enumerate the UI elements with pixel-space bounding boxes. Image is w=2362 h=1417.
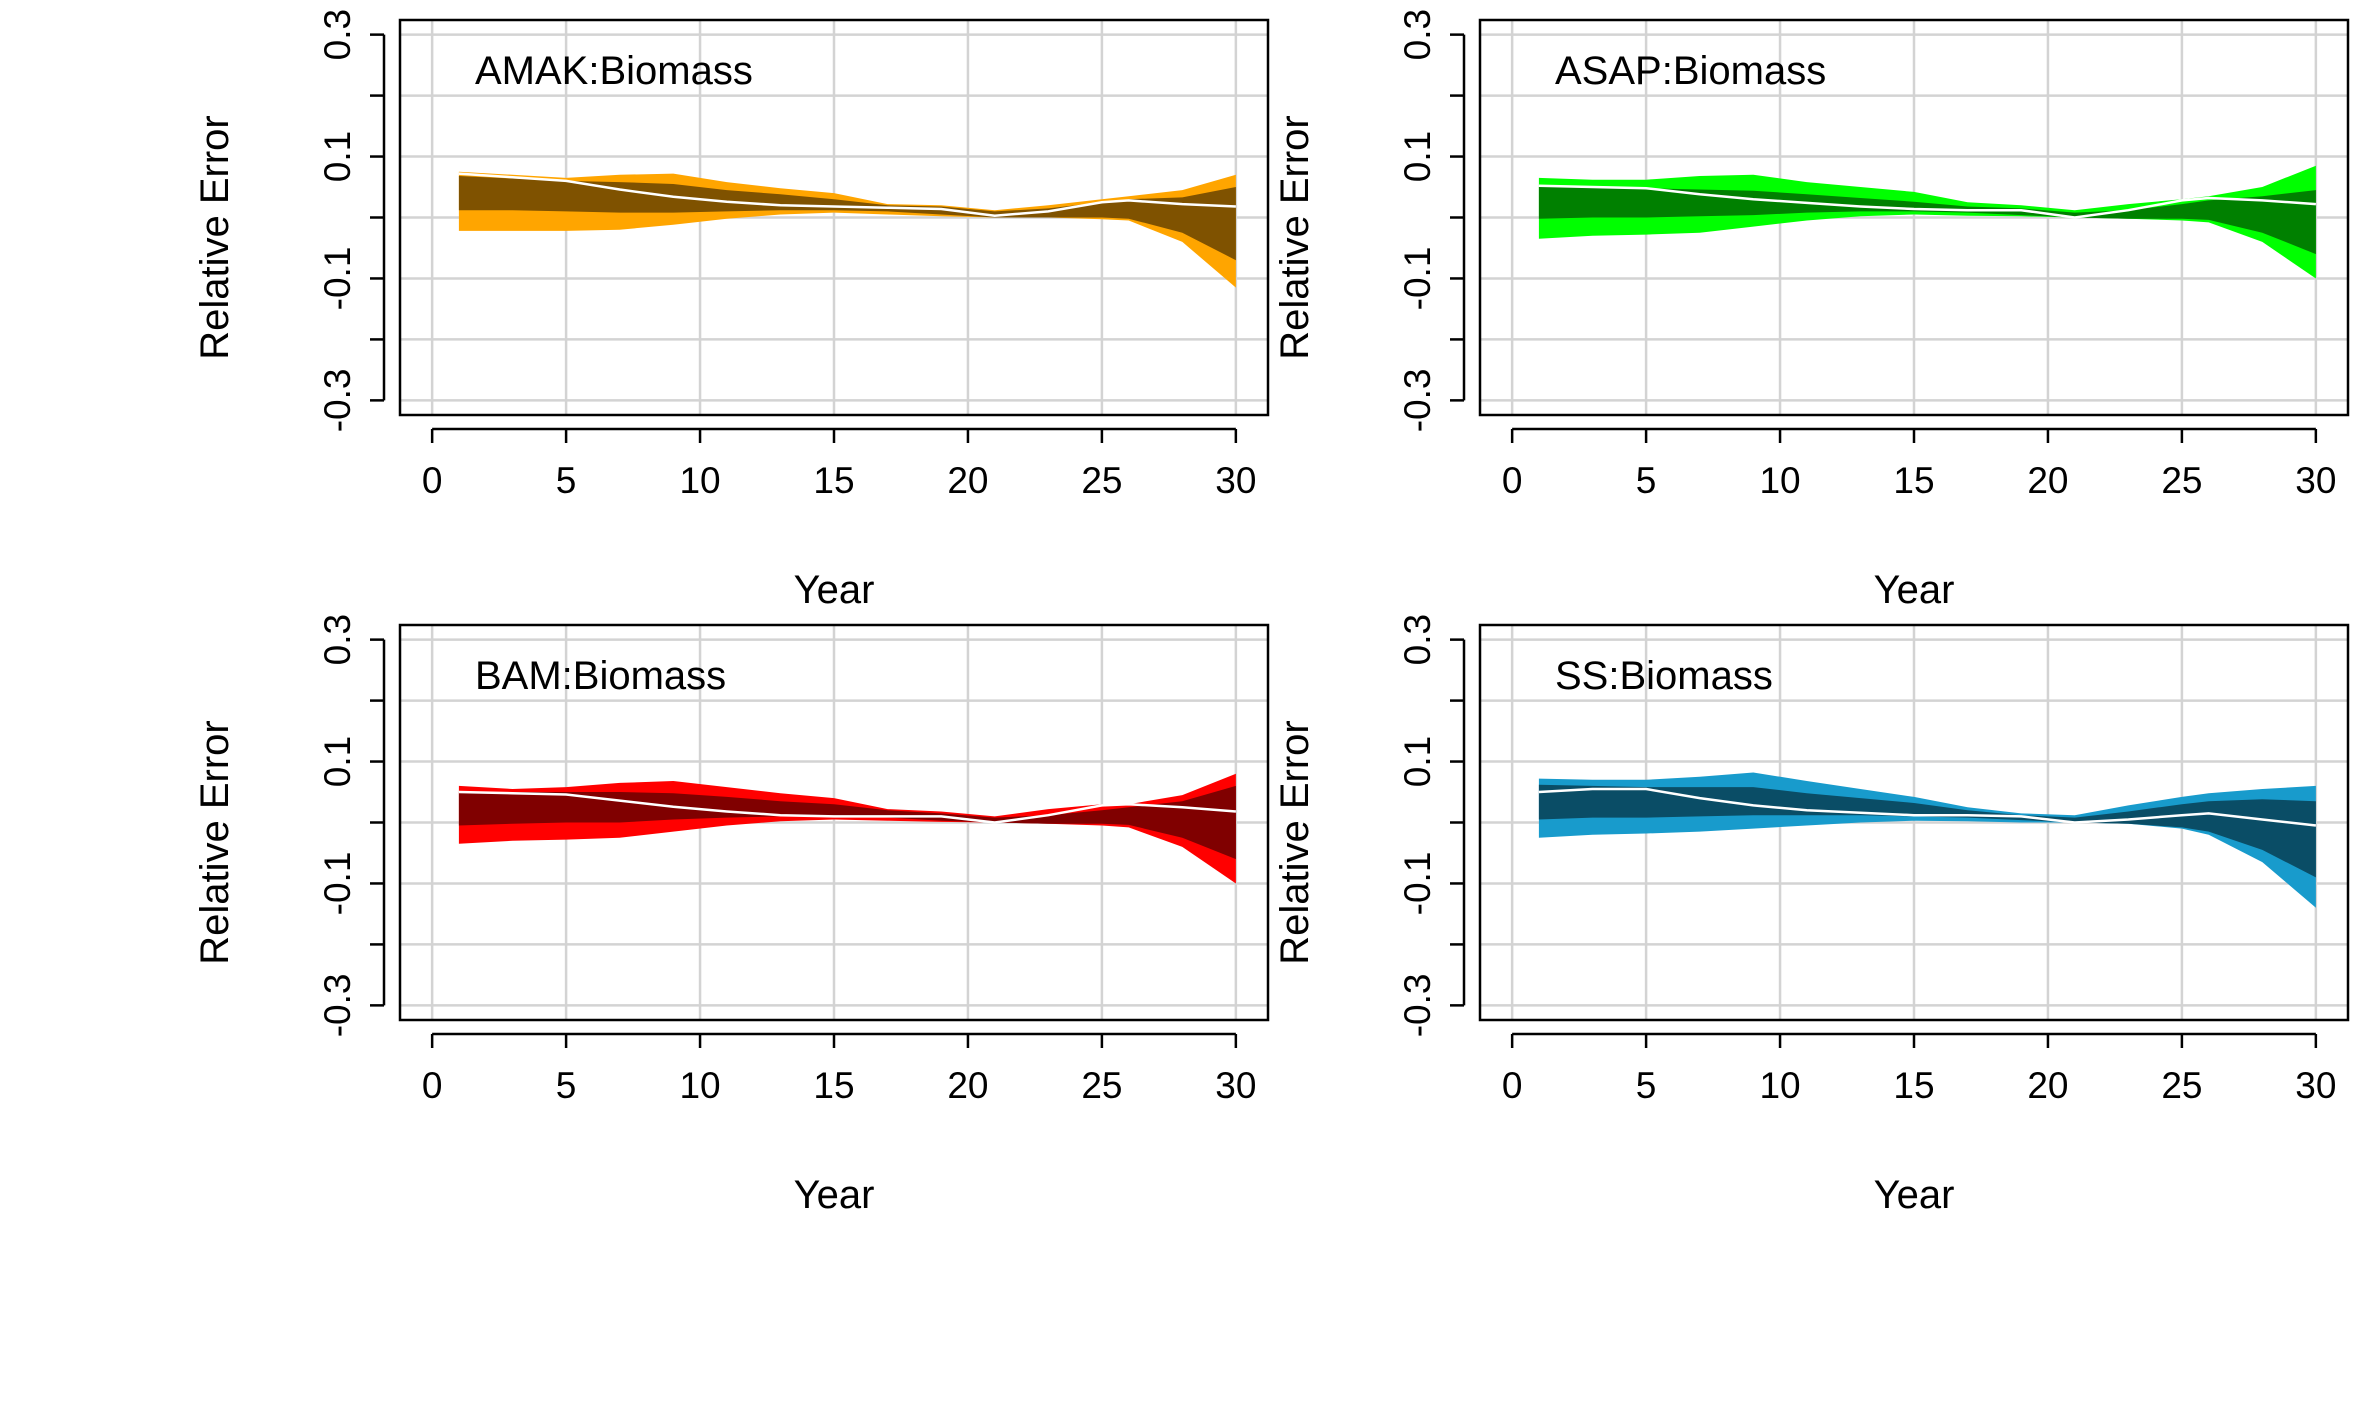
y-axis: -0.3 -0.1 0.1 0.3 bbox=[317, 614, 386, 1037]
median-line bbox=[1538, 184, 2316, 219]
x-tick-label: 30 bbox=[1215, 460, 1256, 501]
x-axis-title: Year bbox=[794, 1173, 875, 1217]
x-tick-label: 10 bbox=[679, 1065, 720, 1106]
inner-interval-band bbox=[1538, 784, 2316, 878]
y-axis-title: Relative Error bbox=[1273, 720, 1317, 965]
y-tick-label: 0.1 bbox=[317, 736, 358, 787]
y-tick-label: -0.1 bbox=[1397, 247, 1438, 311]
x-axis: 0 5 10 15 20 25 30 bbox=[1502, 1032, 2336, 1106]
y-tick-label: 0.1 bbox=[317, 131, 358, 182]
y-tick-label: 0.1 bbox=[1397, 736, 1438, 787]
y-tick-label: -0.3 bbox=[1397, 973, 1438, 1037]
y-axis-title: Relative Error bbox=[193, 115, 237, 360]
x-tick-label: 25 bbox=[1081, 460, 1122, 501]
plot-frame bbox=[398, 623, 1270, 1022]
x-tick-label: 20 bbox=[2027, 1065, 2068, 1106]
x-tick-label: 0 bbox=[1502, 1065, 1523, 1106]
inner-interval-band bbox=[458, 176, 1236, 261]
panel-bam-biomass: 0 5 10 15 20 25 30 -0.3-0.10.10.3 BAM:Biomass … bbox=[193, 614, 1270, 1217]
median-line bbox=[458, 790, 1236, 824]
y-tick-label: -0.1 bbox=[317, 247, 358, 311]
inner-interval-band bbox=[1538, 187, 2316, 255]
plot-frame bbox=[1478, 18, 2350, 417]
panel-amak-biomass: 0 5 10 15 20 25 30 -0.3 -0.1 0.1 0.3 AMAK:Biomass… bbox=[193, 9, 1270, 612]
x-axis: 0 5 10 15 20 25 30 bbox=[1502, 427, 2336, 501]
panel-label: AMAK:Biomass bbox=[475, 49, 753, 93]
y-tick-label: -0.1 bbox=[317, 852, 358, 916]
x-axis: 0 5 10 15 20 25 30 bbox=[422, 1032, 1256, 1106]
x-tick-label: 30 bbox=[2295, 460, 2336, 501]
y-tick-label: -0.3 bbox=[317, 973, 358, 1037]
median-line bbox=[1538, 787, 2317, 827]
x-tick-label: 15 bbox=[813, 460, 854, 501]
median-line bbox=[458, 172, 1236, 217]
y-tick-label: 0.3 bbox=[1397, 614, 1438, 665]
x-tick-label: 25 bbox=[2161, 460, 2202, 501]
y-tick-label: -0.1 bbox=[1397, 852, 1438, 916]
x-tick-label: 25 bbox=[2161, 1065, 2202, 1106]
x-axis: 0 5 10 15 20 25 30 bbox=[422, 427, 1256, 501]
y-tick-label: 0.3 bbox=[317, 9, 358, 60]
x-tick-label: 5 bbox=[556, 460, 577, 501]
x-tick-label: 20 bbox=[2027, 460, 2068, 501]
y-axis: -0.3 -0.1 0.1 0.3 bbox=[1397, 614, 1466, 1037]
x-tick-label: 0 bbox=[1502, 460, 1523, 501]
y-tick-label: 0.3 bbox=[1397, 9, 1438, 60]
x-tick-label: 10 bbox=[1759, 460, 1800, 501]
x-tick-label: 15 bbox=[813, 1065, 854, 1106]
panel-ss-biomass: 0 5 10 15 20 25 30 -0.3 -0.1 0.1 0.3 SS:Biomass Y… bbox=[1273, 614, 2350, 1217]
x-tick-label: 20 bbox=[947, 1065, 988, 1106]
x-tick-label: 25 bbox=[1081, 1065, 1122, 1106]
x-tick-label: 20 bbox=[947, 460, 988, 501]
panel-label: BAM:Biomass bbox=[475, 654, 726, 698]
x-tick-label: 0 bbox=[422, 1065, 443, 1106]
y-tick-label: 0.1 bbox=[1397, 131, 1438, 182]
panel-label: SS:Biomass bbox=[1555, 654, 1773, 698]
y-axis-title: Relative Error bbox=[1273, 115, 1317, 360]
x-tick-label: 15 bbox=[1893, 460, 1934, 501]
y-axis: -0.3 -0.1 0.1 0.3 bbox=[1397, 9, 1466, 432]
panel-asap-biomass: 0 5 10 15 20 25 30 -0.3 -0.1 0.1 0.3 ASAP:Biomass… bbox=[1273, 9, 2350, 612]
x-tick-label: 30 bbox=[2295, 1065, 2336, 1106]
panel-label: ASAP:Biomass bbox=[1555, 49, 1826, 93]
y-tick-label: -0.3 bbox=[317, 368, 358, 432]
x-axis-title: Year bbox=[1874, 568, 1955, 612]
y-axis-title: Relative Error bbox=[193, 720, 237, 965]
plot-frame bbox=[398, 18, 1270, 417]
x-axis-title: Year bbox=[1874, 1173, 1955, 1217]
plot-frame bbox=[1478, 623, 2350, 1022]
x-tick-label: 15 bbox=[1893, 1065, 1934, 1106]
x-tick-label: 30 bbox=[1215, 1065, 1256, 1106]
x-tick-label: 10 bbox=[679, 460, 720, 501]
y-tick-label: -0.3 bbox=[1397, 368, 1438, 432]
x-tick-label: 5 bbox=[1636, 1065, 1657, 1106]
y-axis: -0.3 -0.1 0.1 0.3 bbox=[317, 9, 386, 432]
x-tick-label: 5 bbox=[1636, 460, 1657, 501]
x-axis-title: Year bbox=[794, 568, 875, 612]
x-tick-label: 10 bbox=[1759, 1065, 1800, 1106]
x-tick-label: 0 bbox=[422, 460, 443, 501]
x-tick-label: 5 bbox=[556, 1065, 577, 1106]
y-tick-label: 0.3 bbox=[317, 614, 358, 665]
